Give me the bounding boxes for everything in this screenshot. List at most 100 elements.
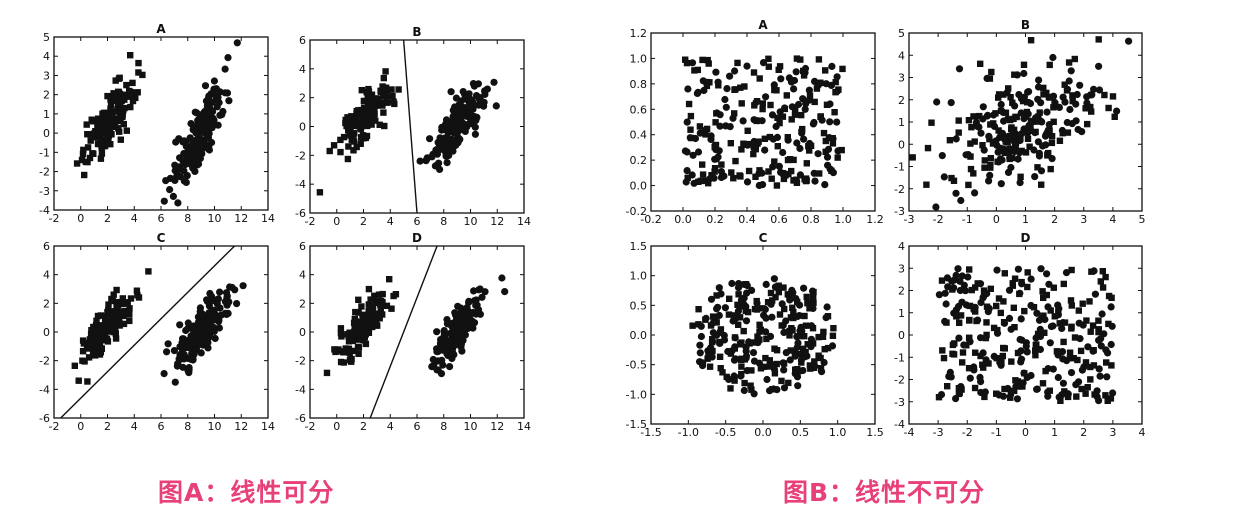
circle-point (225, 298, 233, 306)
y-tick-label: 0.4 (630, 129, 648, 142)
square-point (971, 384, 979, 392)
circle-point (777, 75, 785, 83)
x-tick-label: 4 (131, 212, 138, 225)
x-tick-label: 10 (464, 215, 478, 228)
square-point (765, 168, 772, 175)
circle-point (942, 300, 950, 308)
circle-point (185, 148, 193, 156)
y-tick-label: 2 (898, 285, 905, 298)
square-point (1082, 359, 1090, 366)
circle-point (1020, 369, 1028, 377)
square-point (79, 357, 86, 364)
square-point (110, 123, 117, 130)
square-point (1082, 105, 1089, 112)
circle-point (794, 382, 802, 390)
circle-point (1033, 309, 1041, 317)
square-point (1050, 284, 1057, 291)
square-point (1087, 328, 1094, 335)
square-point (973, 317, 980, 325)
circle-point (822, 314, 830, 322)
circle-point (824, 145, 833, 153)
circle-point (743, 62, 751, 70)
x-tick-label: 6 (414, 420, 421, 433)
circle-point (737, 372, 745, 380)
square-point (815, 352, 822, 359)
square-point (1012, 136, 1019, 144)
square-point (965, 365, 973, 372)
square-point (348, 136, 355, 144)
separating-line (369, 246, 438, 418)
square-point (1017, 133, 1024, 140)
circle-point (195, 160, 203, 168)
square-point (709, 347, 716, 355)
square-point (1009, 282, 1016, 289)
circle-point (1058, 324, 1066, 332)
circle-point (814, 150, 822, 158)
square-point (713, 110, 720, 117)
square-point (990, 120, 997, 127)
square-point (971, 138, 978, 145)
square-point (811, 358, 818, 365)
y-tick-label: 4 (299, 269, 306, 282)
circle-point (1102, 346, 1110, 354)
circle-point (800, 135, 808, 143)
circle-point (750, 357, 759, 365)
plot-frame (650, 245, 876, 425)
square-point (1007, 390, 1015, 397)
square-point (708, 172, 715, 179)
square-point (127, 88, 135, 96)
circle-point (1059, 93, 1067, 101)
square-point (740, 327, 747, 335)
square-point (358, 122, 365, 130)
square-point (116, 128, 123, 135)
square-point (93, 317, 100, 324)
x-tick-label: 1.0 (829, 426, 847, 439)
square-point (369, 101, 376, 109)
square-point (699, 161, 706, 168)
circle-point (439, 341, 447, 349)
square-point (353, 143, 360, 151)
square-point (789, 304, 796, 311)
x-tick-label: -2 (305, 215, 316, 228)
circle-point (185, 344, 193, 352)
circle-point (702, 314, 710, 322)
square-point (367, 307, 374, 314)
circle-point (190, 350, 198, 358)
circle-point (441, 121, 449, 129)
square-point (98, 345, 105, 352)
circle-point (932, 203, 940, 211)
square-point (90, 344, 97, 352)
circle-point (1078, 366, 1086, 374)
square-point (963, 342, 970, 349)
circle-point (1091, 290, 1099, 298)
square-point (1084, 384, 1091, 391)
square-point (779, 113, 787, 120)
square-point (773, 182, 781, 189)
square-point (1024, 135, 1032, 142)
circle-point (469, 308, 477, 317)
x-tick-label: -2 (962, 426, 973, 439)
circle-point (207, 119, 215, 127)
square-point (1047, 307, 1054, 314)
square-point (1097, 278, 1104, 285)
x-tick-label: 0.4 (738, 213, 756, 226)
square-point (127, 295, 135, 302)
square-point (976, 112, 983, 120)
x-tick-label: 14 (261, 420, 275, 433)
square-point (802, 322, 810, 329)
circle-point (966, 374, 974, 382)
square-point (803, 293, 810, 301)
circle-point (805, 86, 814, 94)
square-point (107, 96, 114, 103)
square-point (974, 280, 981, 287)
circle-point (224, 54, 232, 62)
square-point (923, 181, 930, 188)
square-point (135, 59, 142, 67)
x-tick-label: 1 (1022, 213, 1029, 226)
x-tick-label: 6 (158, 212, 165, 225)
circle-point (782, 317, 790, 325)
square-point (105, 129, 112, 137)
square-point (1024, 99, 1031, 106)
square-point (90, 150, 97, 157)
